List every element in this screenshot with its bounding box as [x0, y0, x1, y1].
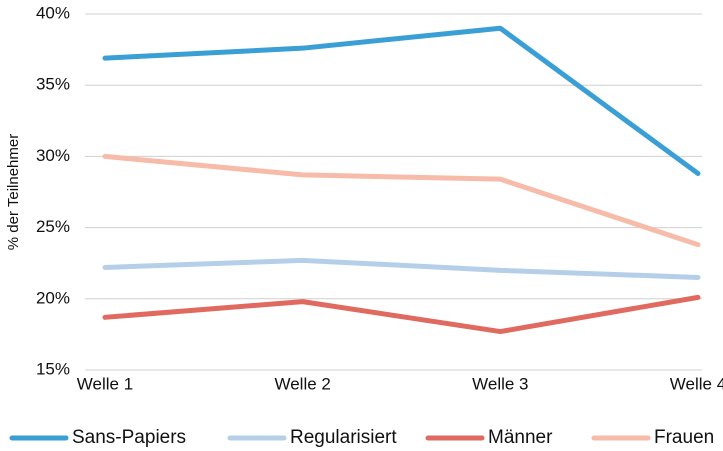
- series-line: [102, 25, 701, 176]
- legend-label: Sans-Papiers: [72, 427, 186, 448]
- y-tick-label: 35%: [36, 75, 70, 94]
- legend-label: Männer: [488, 427, 553, 448]
- y-tick-label: 20%: [36, 288, 70, 307]
- legend-label: Frauen: [654, 427, 714, 448]
- x-tick-label: Welle 1: [77, 374, 133, 393]
- y-tick-label: 15%: [36, 359, 70, 378]
- series-line: [102, 153, 701, 248]
- x-tick-label: Welle 3: [472, 374, 528, 393]
- x-tick-label: Welle 2: [274, 374, 330, 393]
- y-tick-label: 25%: [36, 217, 70, 236]
- series-line: [102, 294, 701, 335]
- legend-label: Regularisiert: [290, 427, 397, 448]
- y-tick-label: 30%: [36, 146, 70, 165]
- y-tick-label: 40%: [36, 3, 70, 22]
- y-axis-label: % der Teilnehmer: [5, 134, 22, 250]
- x-tick-label: Welle 4: [670, 374, 723, 393]
- series-line: [102, 257, 701, 280]
